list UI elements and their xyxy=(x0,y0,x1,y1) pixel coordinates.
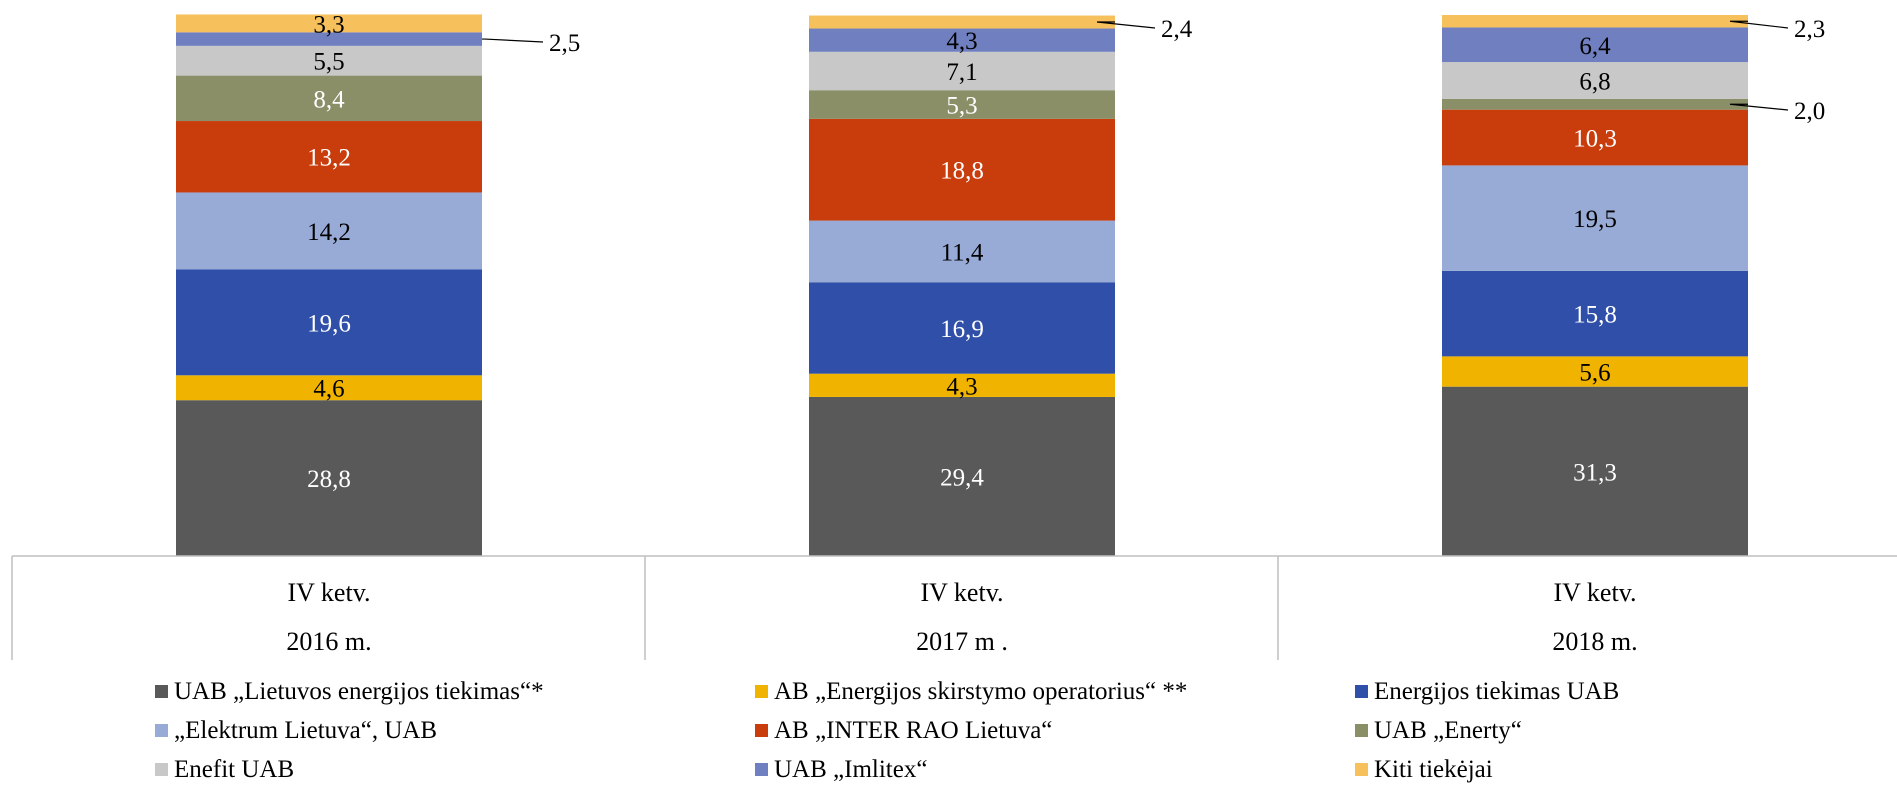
legend-item: UAB „Enerty“ xyxy=(1355,714,1875,747)
legend-item: „Elektrum Lietuva“, UAB xyxy=(155,714,755,747)
data-label: 6,8 xyxy=(1579,68,1610,95)
bar-segment xyxy=(1442,15,1748,28)
chart-legend: UAB „Lietuvos energijos tiekimas“* AB „En… xyxy=(155,675,1875,786)
legend-item: AB „INTER RAO Lietuva“ xyxy=(755,714,1355,747)
legend-item: Enefit UAB xyxy=(155,753,755,786)
legend-swatch xyxy=(755,724,768,737)
legend-swatch xyxy=(1355,685,1368,698)
legend-swatch xyxy=(755,763,768,776)
leader-line xyxy=(1096,21,1156,29)
bar-segment xyxy=(1442,165,1748,271)
data-label: 13,2 xyxy=(307,145,351,172)
bar-segment xyxy=(1442,386,1748,556)
bar-segment xyxy=(809,118,1115,221)
bar-segment xyxy=(176,375,482,401)
bar-segment xyxy=(176,32,482,46)
legend-swatch xyxy=(1355,763,1368,776)
data-label: 2,4 xyxy=(1161,16,1193,43)
legend-item: Energijos tiekimas UAB xyxy=(1355,675,1875,708)
bar-segment xyxy=(176,121,482,193)
data-label: 11,4 xyxy=(941,239,984,266)
data-label: 8,4 xyxy=(313,86,345,113)
data-label: 14,2 xyxy=(307,219,351,246)
data-label: 16,9 xyxy=(940,316,984,343)
data-label: 15,8 xyxy=(1573,302,1617,329)
bar-segment xyxy=(1442,27,1748,63)
data-label: 3,3 xyxy=(313,11,344,38)
bar-segment xyxy=(809,15,1115,29)
category-label-quarter: IV ketv. xyxy=(920,578,1003,607)
data-labels-layer: 28,8 4,6 19,6 14,2 13,2 8,4 5,5 2,5 3,3 29,4 4,3 16… xyxy=(307,11,1825,493)
bar-segment xyxy=(176,400,482,556)
bar-segment xyxy=(809,220,1115,283)
bar-segment xyxy=(1442,270,1748,357)
data-label: 2,5 xyxy=(549,30,580,57)
legend-label: UAB „Lietuvos energijos tiekimas“* xyxy=(174,677,544,705)
data-label: 4,3 xyxy=(946,373,977,400)
bar-segment xyxy=(809,28,1115,52)
bar-segment xyxy=(1442,356,1748,387)
leader-lines-layer xyxy=(482,20,1789,111)
data-label: 4,3 xyxy=(946,28,977,55)
legend-label: Energijos tiekimas UAB xyxy=(1374,677,1620,705)
category-label-year: 2017 m . xyxy=(916,627,1008,656)
bar-segment xyxy=(1442,98,1748,110)
data-label: 18,8 xyxy=(940,158,984,185)
bar-segment xyxy=(809,373,1115,397)
legend-label: UAB „Imlitex“ xyxy=(774,755,928,783)
legend-item: Kiti tiekėjai xyxy=(1355,753,1875,786)
category-label-year: 2018 m. xyxy=(1552,627,1637,656)
bar-segment xyxy=(176,269,482,376)
data-label: 4,6 xyxy=(313,376,344,403)
legend-label: Enefit UAB xyxy=(174,755,295,783)
leader-line xyxy=(482,38,544,43)
bar-segment xyxy=(176,192,482,270)
data-label: 28,8 xyxy=(307,466,351,493)
leader-line xyxy=(1729,103,1789,111)
data-label: 7,1 xyxy=(946,59,977,86)
data-label: 29,4 xyxy=(940,464,984,491)
data-label: 5,6 xyxy=(1579,360,1610,387)
category-axis: IV ketv. 2016 m. IV ketv. 2017 m . IV ketv. 2… xyxy=(11,555,1897,660)
category-label-year: 2016 m. xyxy=(286,627,371,656)
legend-swatch xyxy=(755,685,768,698)
legend-item: UAB „Imlitex“ xyxy=(755,753,1355,786)
leader-line xyxy=(1729,20,1789,29)
bar-segment xyxy=(809,51,1115,91)
bar-segment xyxy=(176,45,482,76)
bar-segment xyxy=(809,282,1115,374)
data-label: 19,5 xyxy=(1573,206,1617,233)
bar-segment xyxy=(809,90,1115,119)
data-label: 19,6 xyxy=(307,310,351,337)
legend-item: UAB „Lietuvos energijos tiekimas“* xyxy=(155,675,755,708)
legend-swatch xyxy=(155,724,168,737)
data-label: 6,4 xyxy=(1579,33,1611,60)
legend-swatch xyxy=(155,763,168,776)
data-label: 31,3 xyxy=(1573,459,1617,486)
data-label: 2,3 xyxy=(1794,16,1825,43)
data-label: 5,5 xyxy=(313,49,344,76)
legend-label: „Elektrum Lietuva“, UAB xyxy=(174,716,438,744)
legend-swatch xyxy=(155,685,168,698)
bar-segment xyxy=(809,396,1115,556)
category-label-quarter: IV ketv. xyxy=(287,578,370,607)
bar-segment xyxy=(176,75,482,122)
legend-label: UAB „Enerty“ xyxy=(1374,716,1522,744)
bar-segment xyxy=(1442,109,1748,166)
legend-label: AB „INTER RAO Lietuva“ xyxy=(774,716,1053,744)
data-label: 10,3 xyxy=(1573,126,1617,153)
legend-swatch xyxy=(1355,724,1368,737)
bar-segment xyxy=(1442,62,1748,99)
category-label-quarter: IV ketv. xyxy=(1553,578,1636,607)
legend-item: AB „Energijos skirstymo operatorius“ ** xyxy=(755,675,1355,708)
legend-label: Kiti tiekėjai xyxy=(1374,755,1493,783)
data-label: 2,0 xyxy=(1794,98,1825,125)
data-label: 5,3 xyxy=(946,93,977,120)
bars-layer xyxy=(176,14,1748,556)
legend-label: AB „Energijos skirstymo operatorius“ ** xyxy=(774,677,1188,705)
bar-segment xyxy=(176,14,482,33)
